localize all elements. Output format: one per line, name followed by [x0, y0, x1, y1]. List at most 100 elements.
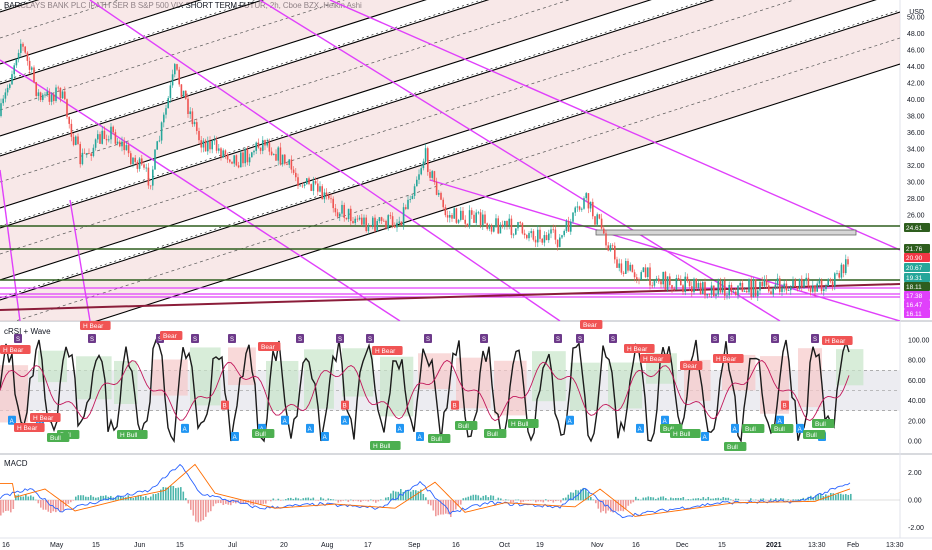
candle-body[interactable]: [350, 208, 352, 222]
candle-body[interactable]: [185, 90, 187, 99]
candle-body[interactable]: [735, 291, 737, 295]
candle-body[interactable]: [671, 285, 673, 289]
candle-body[interactable]: [475, 212, 477, 223]
candle-body[interactable]: [358, 217, 361, 220]
candle-body[interactable]: [279, 147, 282, 165]
candle-body[interactable]: [141, 158, 143, 165]
candle-body[interactable]: [677, 277, 680, 280]
candle-body[interactable]: [163, 114, 165, 123]
candle-body[interactable]: [662, 271, 664, 285]
candle-body[interactable]: [380, 217, 383, 221]
candle-body[interactable]: [449, 215, 451, 218]
candle-body[interactable]: [11, 74, 13, 85]
candle-body[interactable]: [706, 294, 708, 296]
candle-body[interactable]: [726, 295, 728, 297]
candle-body[interactable]: [68, 116, 70, 124]
candle-body[interactable]: [484, 214, 486, 224]
macd-signal-line[interactable]: [0, 463, 851, 517]
crsi-signal-marker[interactable]: [566, 415, 574, 425]
candle-body[interactable]: [275, 154, 277, 161]
magenta-trendline[interactable]: [329, 0, 900, 251]
candle-body[interactable]: [823, 289, 825, 292]
candle-body[interactable]: [664, 271, 667, 290]
candle-body[interactable]: [39, 92, 42, 100]
candle-body[interactable]: [114, 132, 117, 144]
crsi-signal-marker[interactable]: [661, 415, 669, 425]
candle-body[interactable]: [805, 277, 807, 281]
candle-body[interactable]: [752, 279, 755, 297]
candle-body[interactable]: [420, 168, 422, 175]
candle-body[interactable]: [387, 215, 389, 229]
candle-body[interactable]: [781, 287, 783, 292]
candle-body[interactable]: [658, 278, 660, 282]
candle-body[interactable]: [306, 178, 308, 185]
candle-body[interactable]: [713, 285, 715, 297]
candle-body[interactable]: [233, 155, 235, 164]
candle-body[interactable]: [169, 85, 172, 99]
crsi-s-marker[interactable]: [14, 334, 22, 343]
candle-body[interactable]: [413, 186, 416, 196]
candle-body[interactable]: [772, 287, 774, 295]
candle-body[interactable]: [352, 221, 354, 224]
crsi-signal-marker[interactable]: [701, 431, 709, 441]
candle-body[interactable]: [779, 278, 781, 292]
candle-body[interactable]: [127, 145, 130, 154]
candle-body[interactable]: [402, 207, 405, 226]
candle-body[interactable]: [86, 153, 88, 154]
candle-body[interactable]: [259, 147, 262, 151]
candle-body[interactable]: [691, 286, 693, 293]
candle-body[interactable]: [433, 171, 436, 182]
candle-body[interactable]: [754, 279, 757, 297]
candle-body[interactable]: [204, 140, 207, 152]
candle-body[interactable]: [149, 185, 152, 187]
candle-body[interactable]: [680, 279, 682, 286]
crsi-signal-marker[interactable]: [306, 423, 314, 433]
candle-body[interactable]: [787, 290, 790, 291]
candle-body[interactable]: [198, 130, 200, 141]
candle-body[interactable]: [66, 99, 68, 117]
candle-body[interactable]: [508, 218, 510, 226]
candle-body[interactable]: [72, 136, 75, 145]
candle-body[interactable]: [814, 285, 816, 292]
candle-body[interactable]: [284, 154, 286, 164]
candle-body[interactable]: [794, 280, 796, 287]
candle-body[interactable]: [90, 153, 92, 157]
candle-body[interactable]: [435, 181, 438, 195]
candle-body[interactable]: [405, 207, 407, 209]
bull-label[interactable]: [455, 421, 478, 430]
candle-body[interactable]: [361, 217, 363, 225]
candle-body[interactable]: [598, 214, 601, 219]
candle-body[interactable]: [229, 159, 231, 162]
candle-body[interactable]: [251, 152, 253, 158]
candle-body[interactable]: [748, 279, 750, 293]
bull-label[interactable]: [771, 424, 794, 433]
bull-label[interactable]: [812, 419, 835, 428]
candle-body[interactable]: [675, 277, 678, 290]
candle-body[interactable]: [570, 221, 572, 232]
candle-body[interactable]: [196, 122, 198, 131]
candle-body[interactable]: [550, 229, 552, 234]
candle-body[interactable]: [299, 185, 301, 187]
candle-body[interactable]: [13, 65, 15, 75]
bear-label[interactable]: [30, 413, 61, 422]
candle-body[interactable]: [825, 285, 827, 290]
candle-body[interactable]: [785, 283, 788, 291]
candle-body[interactable]: [497, 218, 499, 234]
candle-body[interactable]: [339, 213, 341, 217]
candle-body[interactable]: [561, 235, 563, 238]
candle-body[interactable]: [292, 169, 295, 173]
crsi-s-marker[interactable]: [336, 334, 344, 343]
candle-body[interactable]: [563, 230, 565, 236]
candle-body[interactable]: [334, 208, 337, 213]
candle-body[interactable]: [132, 157, 134, 165]
candle-body[interactable]: [31, 67, 33, 70]
candle-body[interactable]: [2, 98, 4, 104]
candle-body[interactable]: [792, 280, 794, 288]
candle-body[interactable]: [840, 264, 843, 278]
candle-body[interactable]: [746, 291, 748, 293]
candle-body[interactable]: [99, 134, 101, 144]
bull-label[interactable]: [670, 429, 701, 438]
candle-body[interactable]: [343, 204, 345, 218]
candle-body[interactable]: [215, 140, 218, 151]
